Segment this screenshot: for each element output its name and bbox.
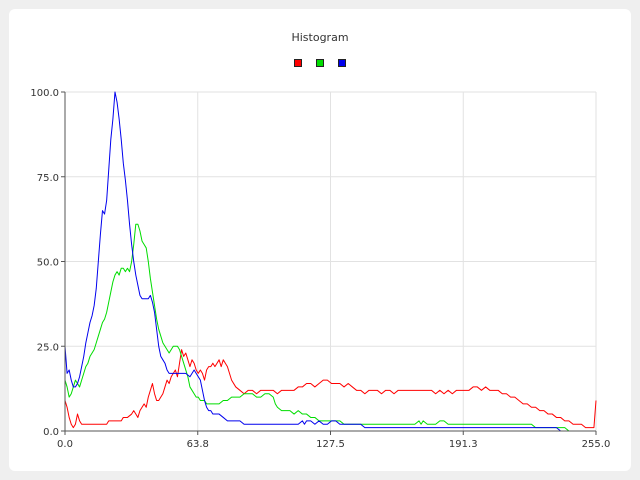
axes — [61, 91, 597, 435]
x-tick-label: 255.0 — [582, 439, 611, 450]
series-lines — [64, 91, 597, 432]
series-line-green — [64, 223, 596, 432]
grid-lines — [65, 91, 597, 431]
legend-item-green[interactable] — [316, 59, 324, 67]
y-tick-label: 50.0 — [37, 258, 59, 269]
x-tick-label: 0.0 — [57, 439, 73, 450]
legend-swatch-blue — [338, 59, 346, 67]
x-tick-label: 63.8 — [187, 439, 209, 450]
series-line-red — [64, 349, 597, 429]
x-tick-label: 191.3 — [449, 439, 478, 450]
tick-labels: 0.0 63.8 127.5 191.3 255.0 0.0 25.0 50.0 75.0 100… — [30, 88, 610, 450]
y-tick-label: 0.0 — [43, 427, 59, 438]
legend-swatch-green — [316, 59, 324, 67]
y-tick-label: 100.0 — [30, 88, 59, 99]
legend-item-blue[interactable] — [338, 59, 346, 67]
y-tick-label: 75.0 — [37, 173, 59, 184]
x-tick-label: 127.5 — [316, 439, 345, 450]
chart-panel — [9, 9, 631, 471]
y-tick-label: 25.0 — [37, 342, 59, 353]
chart-legend — [0, 59, 640, 67]
legend-item-red[interactable] — [294, 59, 302, 67]
legend-swatch-red — [294, 59, 302, 67]
chart-title: Histogram — [291, 31, 349, 44]
series-line-blue — [64, 91, 596, 432]
